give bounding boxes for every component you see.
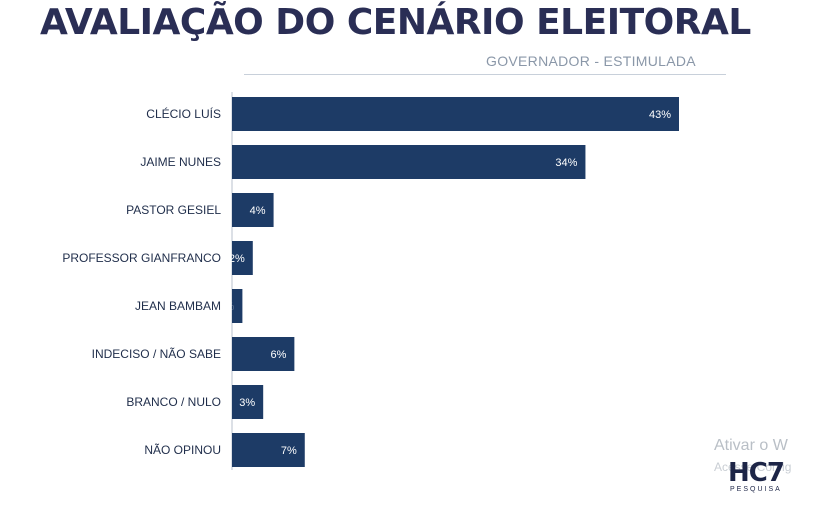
bar bbox=[232, 385, 264, 419]
category-label: CLÉCIO LUÍS bbox=[146, 106, 221, 121]
bar bbox=[232, 241, 253, 275]
logo-name: HC7 bbox=[728, 458, 785, 488]
value-label: 43% bbox=[649, 109, 671, 121]
logo-tagline: PESQUISA bbox=[730, 486, 782, 493]
activation-watermark-sub: Acesse Config bbox=[714, 460, 792, 474]
bar bbox=[232, 433, 305, 467]
category-label: INDECISO / NÃO SABE bbox=[92, 347, 221, 361]
category-label: JEAN BAMBAM bbox=[135, 299, 221, 313]
value-label: 2% bbox=[229, 253, 245, 265]
value-label: 34% bbox=[555, 157, 577, 169]
value-label: 3% bbox=[239, 397, 255, 409]
value-label: 7% bbox=[281, 445, 297, 457]
category-label: BRANCO / NULO bbox=[126, 395, 221, 409]
activation-watermark: Ativar o W bbox=[714, 437, 788, 454]
page-title: AVALIAÇÃO DO CENÁRIO ELEITORAL bbox=[40, 2, 751, 43]
category-label: NÃO OPINOU bbox=[144, 443, 221, 457]
bar bbox=[232, 289, 243, 323]
bar bbox=[232, 97, 679, 131]
value-label: 6% bbox=[270, 349, 286, 361]
value-label: 1% bbox=[218, 301, 234, 313]
category-label: JAIME NUNES bbox=[140, 155, 221, 169]
category-label: PROFESSOR GIANFRANCO bbox=[62, 251, 221, 265]
category-label: PASTOR GESIEL bbox=[126, 203, 221, 217]
subtitle-divider bbox=[244, 74, 726, 75]
chart-subtitle: GOVERNADOR - ESTIMULADA bbox=[486, 53, 696, 69]
bar bbox=[232, 337, 295, 371]
value-label: 4% bbox=[250, 205, 266, 217]
bar bbox=[232, 145, 586, 179]
hc7-logo: HC7 PESQUISA bbox=[728, 460, 800, 496]
bar bbox=[232, 193, 274, 227]
